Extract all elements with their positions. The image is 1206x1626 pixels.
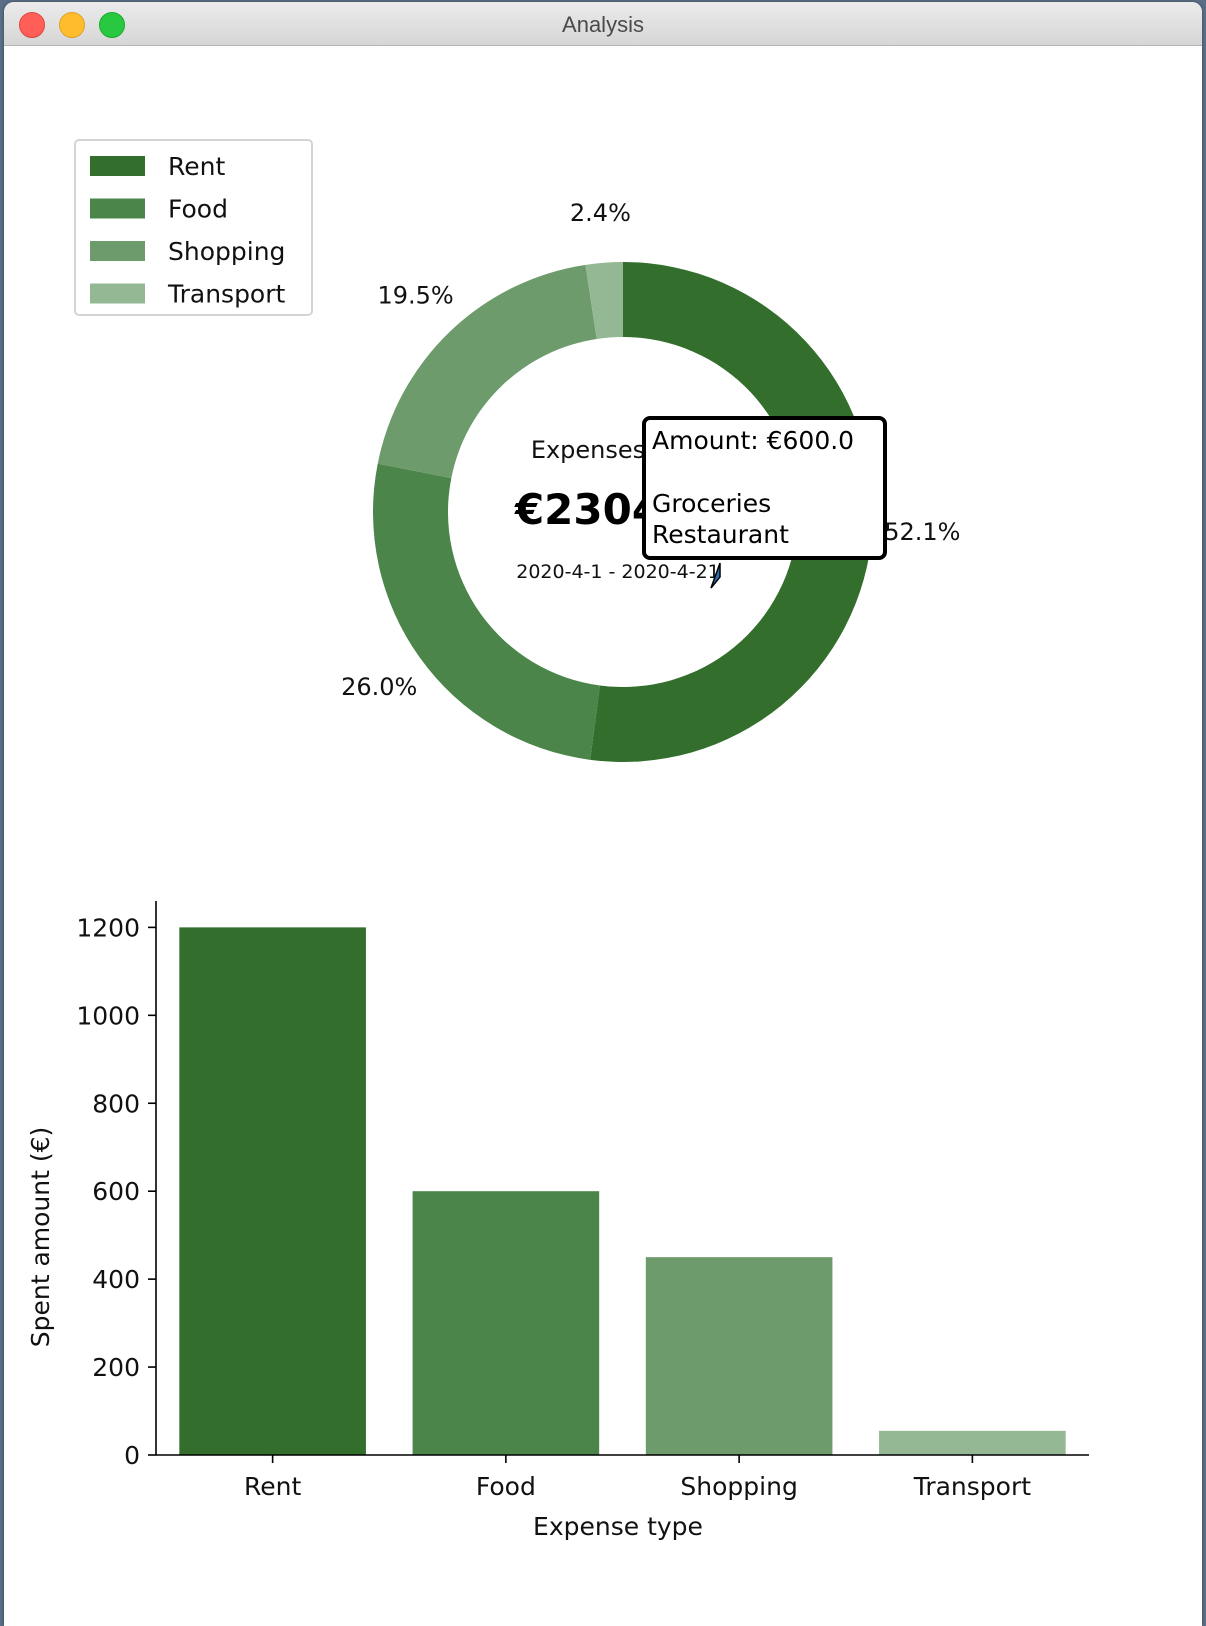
bar-rent[interactable] bbox=[179, 927, 366, 1455]
legend-label-food: Food bbox=[168, 195, 228, 224]
tooltip-category-2: Restaurant bbox=[652, 520, 789, 549]
close-window-button[interactable] bbox=[19, 12, 45, 38]
donut-slice-rent[interactable] bbox=[590, 262, 873, 762]
legend-swatch-transport bbox=[90, 283, 145, 304]
tooltip-box bbox=[642, 416, 887, 560]
donut-slice-food[interactable] bbox=[372, 463, 600, 760]
legend-swatch-food bbox=[90, 198, 145, 219]
donut-pct-label-shopping: 19.5% bbox=[377, 281, 453, 309]
tooltip-amount: Amount: €600.0 bbox=[652, 426, 854, 455]
bar-food[interactable] bbox=[412, 1191, 600, 1455]
bar-chart: Rent Food Shopping Transport 0 200 400 600 800 10… bbox=[26, 901, 1089, 1541]
zoom-window-button[interactable] bbox=[99, 12, 125, 38]
mouse-pointer-icon bbox=[710, 562, 721, 589]
legend-swatch-shopping bbox=[90, 241, 145, 261]
minimize-window-button[interactable] bbox=[59, 12, 85, 38]
y-tick-label: 400 bbox=[92, 1265, 140, 1294]
donut-center-total: €2304 bbox=[514, 485, 661, 534]
bar-transport[interactable] bbox=[879, 1430, 1066, 1455]
y-tick-label: 1200 bbox=[76, 913, 140, 942]
y-tick-label: 800 bbox=[92, 1089, 140, 1118]
legend-frame bbox=[74, 139, 313, 316]
donut-pct-label-food: 26.0% bbox=[341, 673, 417, 701]
tooltip-category-1: Groceries bbox=[652, 489, 771, 518]
bar-x-axis-label: Expense type bbox=[533, 1512, 703, 1541]
y-tick-label: 200 bbox=[92, 1353, 140, 1382]
legend-swatch-rent bbox=[90, 156, 145, 176]
legend-label-transport: Transport bbox=[167, 280, 286, 309]
bar-shopping[interactable] bbox=[645, 1257, 833, 1455]
y-tick-label: 0 bbox=[124, 1441, 140, 1470]
y-tick-label: 600 bbox=[92, 1177, 140, 1206]
donut-chart: 52.1% 26.0% 19.5% 2.4% Expenses €2304 2020-… bbox=[74, 139, 960, 762]
bar-y-axis-label: Spent amount (€) bbox=[26, 1127, 55, 1348]
slice-tooltip: Amount: €600.0 Groceries Restaurant bbox=[642, 416, 887, 560]
x-tick-label-transport: Transport bbox=[913, 1472, 1032, 1501]
x-tick-label-food: Food bbox=[476, 1472, 536, 1501]
figure-canvas: 52.1% 26.0% 19.5% 2.4% Expenses €2304 2020-… bbox=[26, 139, 1089, 1541]
donut-slice-shopping[interactable] bbox=[377, 264, 597, 479]
window-title: Analysis bbox=[562, 12, 644, 37]
analysis-window: Analysis 52.1% 26.0% 19.5% 2.4% Expenses €2… bbox=[4, 2, 1202, 1626]
legend-label-shopping: Shopping bbox=[168, 237, 285, 266]
donut-slice-transport[interactable] bbox=[585, 262, 623, 339]
donut-center-label: Expenses bbox=[531, 436, 645, 464]
y-tick-label: 1000 bbox=[76, 1001, 140, 1030]
donut-legend: Rent Food Shopping Transport bbox=[74, 139, 313, 316]
x-tick-label-shopping: Shopping bbox=[680, 1472, 797, 1501]
title-bar: Analysis bbox=[4, 2, 1202, 46]
donut-center-period: 2020-4-1 - 2020-4-21 bbox=[516, 561, 720, 583]
donut-pct-label-transport: 2.4% bbox=[570, 199, 631, 227]
x-tick-label-rent: Rent bbox=[244, 1472, 301, 1501]
legend-label-rent: Rent bbox=[168, 152, 225, 181]
donut-pct-label-rent: 52.1% bbox=[884, 518, 960, 546]
